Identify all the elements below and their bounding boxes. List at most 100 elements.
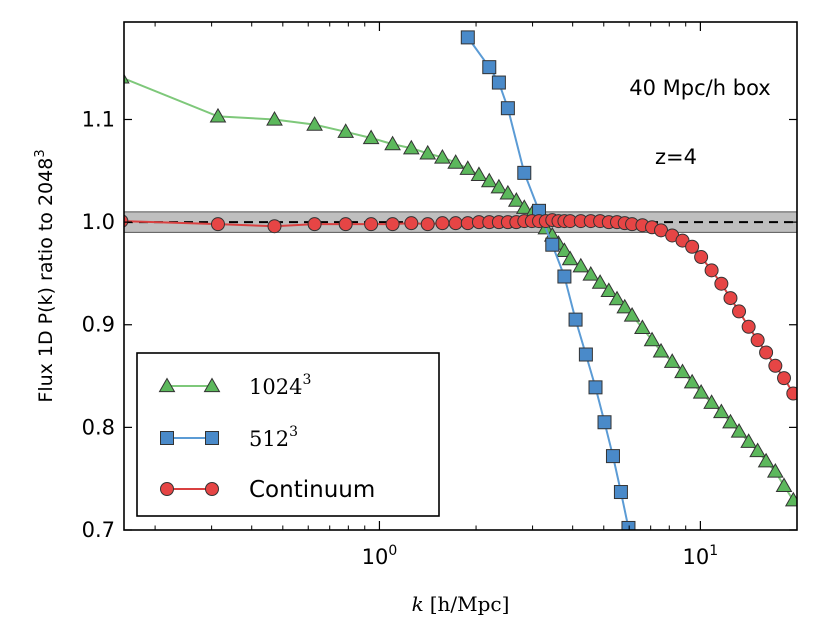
series-continuum-point: [338, 217, 353, 232]
series-512-point: [557, 269, 572, 284]
series-1024-point: [674, 363, 691, 379]
plot-frame: [123, 21, 798, 531]
series-1024-point: [683, 373, 701, 389]
series-1024-point: [582, 265, 600, 281]
series-1024-point: [591, 274, 609, 289]
x-tick-base: 10: [683, 545, 710, 569]
y-axis-label: Flux 1D P(k) ratio to 20483: [33, 149, 57, 402]
series-512-point: [588, 380, 603, 395]
legend-entry-continuum-label: Continuum: [249, 477, 375, 503]
series-continuum-point: [768, 358, 783, 373]
series-512-point: [491, 75, 506, 90]
series-1024-point: [470, 166, 488, 182]
series-continuum-point: [750, 333, 765, 348]
series-continuum-point: [124, 214, 129, 228]
series-continuum-point: [759, 345, 774, 360]
series-continuum-point: [307, 217, 322, 232]
legend-entry-1024-marker: [158, 377, 176, 393]
series-1024-point: [775, 477, 793, 492]
x-tick-base: 10: [362, 545, 389, 569]
series-1024-point: [703, 394, 720, 409]
series-1024-point: [384, 135, 401, 151]
y-tick-label: 0.7: [82, 518, 115, 542]
x-tick-label: 100: [362, 543, 398, 569]
series-continuum-point: [267, 219, 282, 234]
series-1024-point: [490, 178, 508, 194]
legend-entry-512-marker: [205, 431, 219, 445]
y-tick-label: 0.9: [82, 313, 115, 337]
series-1024-point: [749, 442, 767, 458]
series-1024-point: [306, 116, 323, 131]
series-1024-point: [572, 257, 590, 273]
y-tick-label: 1.0: [82, 210, 115, 234]
series-512-point: [568, 312, 583, 327]
series-1024-point: [634, 319, 651, 334]
series-512-point: [460, 30, 475, 45]
series-continuum-point: [435, 216, 450, 231]
annotation-box-size: 40 Mpc/h box: [629, 76, 770, 100]
series-1024-point: [434, 148, 451, 164]
legend-entry-512-label: 5123: [249, 424, 298, 451]
series-1024-point: [209, 107, 227, 123]
x-axis-label: k [h/Mpc]: [412, 592, 510, 616]
series-1024-point: [124, 73, 130, 84]
series-1024-point: [740, 433, 758, 448]
legend-entry-512-name: 512: [249, 427, 289, 451]
series-1024-point: [480, 172, 498, 188]
series-1024-point: [419, 144, 437, 160]
legend-entry-continuum-marker: [160, 482, 174, 496]
series-1024-point: [447, 154, 465, 169]
x-tick-exponent: 0: [388, 543, 397, 559]
series-continuum-point: [364, 217, 379, 232]
x-axis-units: [h/Mpc]: [430, 592, 510, 616]
series-1024-point: [459, 160, 477, 175]
series-1024-point: [643, 331, 661, 347]
x-axis-variable: k: [412, 592, 424, 616]
legend-entry-1024-label: 10243: [249, 372, 311, 399]
y-tick-label: 0.8: [82, 415, 115, 439]
series-continuum-point: [385, 217, 400, 232]
series-1024-point: [652, 342, 670, 358]
legend-entry-1024-marker: [203, 377, 221, 393]
series-1024-point: [608, 290, 626, 306]
series-512-point: [517, 165, 532, 180]
series-1024-point: [757, 452, 775, 468]
series-1024-point: [266, 110, 283, 126]
series-continuum-point: [714, 276, 729, 291]
series-512-point: [482, 60, 497, 75]
series-continuum-point: [786, 386, 797, 401]
legend-entry-continuum-marker: [205, 482, 219, 496]
series-1024-point: [337, 123, 355, 138]
x-tick-exponent: 1: [709, 543, 718, 559]
series-1024-point: [561, 250, 579, 266]
annotation-redshift: z=4: [655, 145, 697, 169]
legend-entry-1024-name: 1024: [249, 375, 302, 399]
y-axis-label-text: Flux 1D P(k) ratio to 2048: [35, 158, 57, 403]
x-tick-label: 101: [683, 543, 719, 569]
series-continuum-point: [448, 216, 463, 231]
series-1024-point: [730, 422, 748, 438]
series-1024-point: [663, 353, 681, 368]
series-continuum-point: [685, 239, 700, 254]
series-1024-point: [556, 242, 573, 257]
legend-entry-512-superscript: 3: [289, 424, 298, 440]
series-continuum-point: [404, 216, 419, 231]
series-continuum-point: [732, 304, 747, 319]
series-1024-point: [362, 129, 380, 145]
y-axis-label-superscript: 3: [33, 149, 48, 157]
series-1024-point: [766, 462, 784, 478]
series-1024-point: [722, 413, 739, 429]
series-continuum-point: [210, 217, 225, 232]
series-512-point: [545, 237, 560, 252]
series-1024-point: [692, 383, 710, 399]
series-512-point: [578, 347, 593, 362]
series-512-point: [597, 415, 612, 430]
series-1024-point: [600, 282, 618, 298]
series-continuum-point: [704, 263, 719, 278]
series-512-point: [500, 101, 515, 116]
series-1024-point: [507, 192, 525, 207]
series-1024-point: [499, 184, 517, 200]
series-1024-point: [712, 403, 730, 419]
series-512-point: [613, 485, 628, 500]
